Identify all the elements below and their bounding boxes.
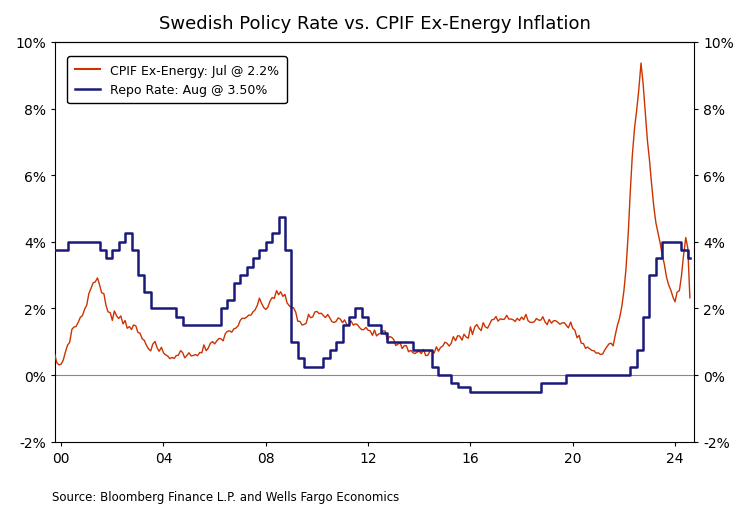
Text: Source: Bloomberg Finance L.P. and Wells Fargo Economics: Source: Bloomberg Finance L.P. and Wells… xyxy=(52,490,400,503)
Legend: CPIF Ex-Energy: Jul @ 2.2%, Repo Rate: Aug @ 3.50%: CPIF Ex-Energy: Jul @ 2.2%, Repo Rate: A… xyxy=(67,57,287,104)
Title: Swedish Policy Rate vs. CPIF Ex-Energy Inflation: Swedish Policy Rate vs. CPIF Ex-Energy I… xyxy=(159,15,590,33)
